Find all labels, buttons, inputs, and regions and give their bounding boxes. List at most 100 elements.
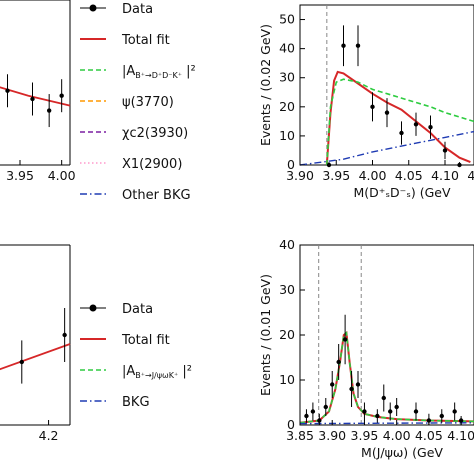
series-line-totalfit — [325, 70, 471, 166]
series-line-a — [326, 78, 474, 166]
data-point — [413, 122, 419, 127]
data-point — [46, 108, 52, 113]
data-point — [355, 382, 361, 387]
legend-label: X1(2900) — [122, 157, 182, 172]
data-point — [384, 110, 390, 115]
data-point — [341, 43, 346, 48]
data-point — [304, 413, 309, 419]
y-tick-label: 30 — [279, 282, 295, 297]
data-point — [62, 332, 67, 338]
panel-top-right: 3.90 3.95 4.00 4.05 4.10 4.15 0 10 20 30 40 50 Event… — [258, 4, 474, 200]
data-point — [30, 96, 35, 102]
legend-item: |AB⁺→J/ψωK⁺ |² — [80, 364, 192, 380]
data-point — [428, 124, 433, 130]
x-tick-label: 4.05 — [415, 428, 443, 443]
x-tick-label: 3.90 — [318, 428, 346, 443]
y-tick-label: 40 — [279, 41, 295, 56]
legend-label: Data — [122, 302, 153, 317]
legend-item: Total fit — [80, 33, 170, 48]
legend-item: Other BKG — [80, 188, 191, 203]
legend-label: |AB⁺→J/ψωK⁺ |² — [122, 364, 192, 380]
x-tick-label: 4.15 — [467, 168, 474, 183]
y-tick-label: 50 — [279, 12, 295, 27]
data-point — [370, 104, 375, 110]
data-point — [375, 413, 380, 419]
panel-bottom-right: 3.85 3.90 3.95 4.00 4.05 4.10 0 10 20 30 40 Events … — [258, 237, 474, 460]
data-point — [388, 409, 393, 414]
legend-item: Total fit — [80, 333, 170, 348]
x-tick-label: 4.2 — [39, 428, 59, 443]
y-tick-label: 0 — [287, 157, 295, 172]
x-tick-label: 4.10 — [431, 168, 459, 183]
data-point — [19, 359, 24, 365]
x-tick-label: 4.10 — [447, 428, 474, 443]
legend-top: Data Total fit |AB⁺→D⁺D⁻K⁺ |² ψ(3770) χc2(39… — [80, 2, 196, 203]
legend-swatch-point — [89, 304, 97, 312]
legend-label: BKG — [122, 395, 150, 410]
data-point — [394, 404, 399, 410]
panel-top-left: 3.95 4.00 — [0, 0, 76, 183]
legend-bottom: Data Total fit |AB⁺→J/ψωK⁺ |² BKG — [80, 302, 192, 410]
y-tick-label: 10 — [279, 128, 295, 143]
data-point — [452, 409, 457, 414]
legend-label: χc2(3930) — [122, 126, 188, 141]
y-tick-label: 20 — [279, 327, 295, 342]
y-tick-label: 10 — [279, 372, 295, 387]
legend-label: Total fit — [121, 333, 170, 348]
legend-item: X1(2900) — [80, 157, 182, 172]
data-point — [413, 409, 419, 414]
x-tick-label: 3.85 — [286, 428, 314, 443]
y-tick-label: 30 — [279, 70, 295, 85]
data-point — [342, 337, 348, 342]
data-point — [457, 162, 462, 168]
y-tick-label: 0 — [287, 417, 295, 432]
y-axis-label: Events / (0.02 GeV) — [258, 24, 273, 146]
x-tick-label: 4.00 — [383, 428, 411, 443]
series-line-bkg — [299, 422, 474, 425]
x-tick-label: 4.05 — [395, 168, 423, 183]
legend-item: χc2(3930) — [80, 126, 188, 141]
legend-swatch-point — [89, 4, 97, 12]
series-line-otherbkg — [299, 130, 474, 166]
data-point — [326, 162, 332, 168]
legend-label: Data — [122, 2, 153, 17]
panel-bottom-left: 4.2 — [0, 244, 71, 443]
x-tick-label: 4.00 — [359, 168, 387, 183]
data-point — [349, 386, 354, 392]
legend-label: |AB⁺→D⁺D⁻K⁺ |² — [122, 64, 196, 80]
data-point — [336, 359, 341, 365]
y-tick-label: 20 — [279, 99, 295, 114]
data-point — [59, 93, 64, 98]
y-tick-label: 40 — [279, 237, 295, 252]
legend-item: |AB⁺→D⁺D⁻K⁺ |² — [80, 64, 196, 80]
legend-label: ψ(3770) — [122, 95, 174, 110]
data-point — [323, 404, 328, 410]
x-axis-label: M(D⁺ₛD⁻ₛ) (GeV — [353, 185, 451, 200]
data-point — [5, 88, 10, 93]
x-tick-label: 3.95 — [6, 168, 34, 183]
y-axis-label: Events / (0.01 GeV) — [258, 274, 273, 396]
legend-item: BKG — [80, 395, 150, 410]
data-point — [442, 148, 448, 153]
x-tick-label: 3.95 — [351, 428, 379, 443]
data-point — [362, 409, 367, 414]
x-tick-label: 3.95 — [322, 168, 350, 183]
data-point — [399, 130, 404, 136]
x-tick-label: 4.00 — [48, 168, 76, 183]
series-line-total — [0, 343, 71, 371]
data-point — [439, 413, 444, 419]
legend-label: Other BKG — [122, 188, 191, 203]
data-point — [330, 382, 335, 387]
x-axis-label: M(J/ψω) (GeV — [361, 445, 443, 460]
plot-frame — [299, 4, 474, 166]
legend-item: Data — [80, 2, 153, 17]
legend-item: Data — [80, 302, 153, 317]
data-point — [355, 43, 361, 48]
x-tick-label: 3.90 — [286, 168, 314, 183]
legend-item: ψ(3770) — [80, 95, 174, 110]
data-point — [381, 395, 386, 401]
legend-label: Total fit — [121, 33, 170, 48]
data-point — [310, 409, 316, 414]
data-point — [317, 418, 322, 423]
